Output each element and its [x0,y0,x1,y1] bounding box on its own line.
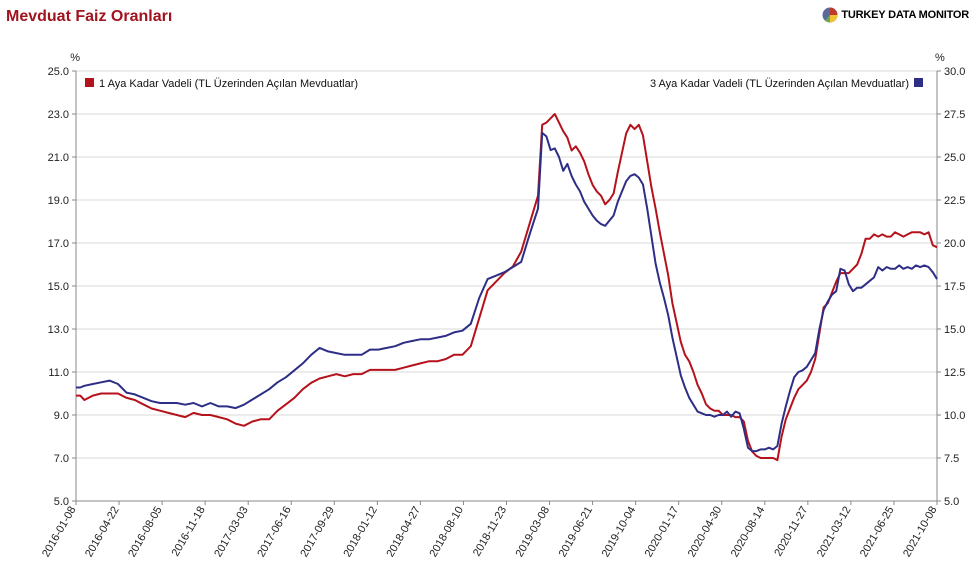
brand[interactable]: TURKEY DATA MONITOR [822,6,969,24]
brand-name: TURKEY DATA MONITOR [841,9,969,21]
x-tick-label: 2017-09-29 [298,505,337,560]
right-tick-label: 10.0 [944,410,965,422]
x-tick-label: 2020-08-14 [729,505,768,560]
x-tick-label: 2016-08-05 [126,505,165,560]
left-tick-label: 23.0 [48,109,69,121]
x-tick-label: 2017-03-03 [212,505,251,560]
x-tick-label: 2018-01-12 [341,505,380,560]
x-tick-label: 2021-03-12 [815,505,854,560]
legend-swatch-1 [85,78,94,87]
x-tick-label: 2021-06-25 [858,505,897,560]
x-tick-label: 2017-06-16 [255,505,294,560]
right-tick-label: 25.0 [944,152,965,164]
right-tick-label: 15.0 [944,324,965,336]
right-tick-label: 22.5 [944,195,965,207]
left-tick-label: 15.0 [48,281,69,293]
x-tick-label: 2016-11-18 [170,505,208,559]
right-axis-unit: % [935,52,945,64]
x-tick-label: 2019-03-08 [514,505,553,560]
x-tick-label: 2021-10-08 [901,505,940,560]
right-tick-label: 12.5 [944,367,965,379]
right-tick-label: 7.5 [944,453,959,465]
left-tick-label: 9.0 [54,410,69,422]
left-tick-label: 21.0 [48,152,69,164]
x-tick-label: 2020-01-17 [643,505,682,560]
chart-title: Mevduat Faiz Oranları [6,8,173,25]
legend-label-2: 3 Aya Kadar Vadeli (TL Üzerinden Açılan … [650,78,909,90]
right-tick-label: 30.0 [944,66,965,78]
legend-label-1: 1 Aya Kadar Vadeli (TL Üzerinden Açılan … [99,78,358,90]
left-tick-label: 17.0 [48,238,69,250]
left-tick-label: 5.0 [54,496,69,508]
series-line-1 [76,113,938,462]
series-line-2 [76,131,938,453]
right-tick-label: 5.0 [944,496,959,508]
left-tick-label: 7.0 [54,453,69,465]
x-tick-label: 2018-08-10 [428,505,467,560]
x-tick-label: 2018-04-27 [384,505,423,560]
left-tick-label: 11.0 [48,367,69,379]
x-tick-label: 2016-01-08 [40,505,79,560]
x-tick-label: 2018-11-23 [471,505,509,559]
x-tick-label: 2020-11-27 [772,505,810,559]
x-tick-label: 2016-04-22 [83,505,122,560]
pie-chart-logo-icon [822,7,838,23]
right-tick-label: 17.5 [944,281,965,293]
right-tick-label: 20.0 [944,238,965,250]
x-tick-label: 2019-10-04 [600,505,639,560]
legend-swatch-2 [914,78,923,87]
x-tick-label: 2020-04-30 [686,505,725,560]
left-tick-label: 19.0 [48,195,69,207]
right-tick-label: 27.5 [944,109,965,121]
left-tick-label: 25.0 [48,66,69,78]
left-tick-label: 13.0 [48,324,69,336]
x-tick-label: 2019-06-21 [557,505,596,560]
left-axis-unit: % [70,52,80,64]
